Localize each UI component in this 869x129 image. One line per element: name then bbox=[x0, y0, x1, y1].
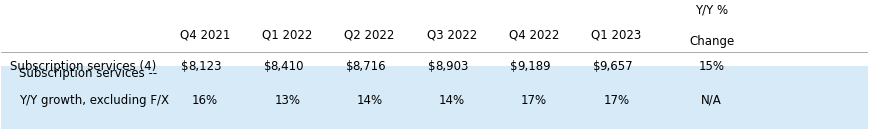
Text: Y/Y growth, excluding F/X: Y/Y growth, excluding F/X bbox=[19, 94, 169, 107]
Text: Q2 2022: Q2 2022 bbox=[344, 28, 395, 41]
Text: 8,716: 8,716 bbox=[353, 60, 387, 73]
Text: 13%: 13% bbox=[275, 94, 301, 107]
Text: Subscription services (4): Subscription services (4) bbox=[10, 60, 156, 73]
Text: 14%: 14% bbox=[356, 94, 382, 107]
Text: Q3 2022: Q3 2022 bbox=[427, 28, 477, 41]
Text: Subscription services --: Subscription services -- bbox=[19, 67, 157, 80]
Text: 8,903: 8,903 bbox=[435, 60, 468, 73]
Text: 16%: 16% bbox=[192, 94, 218, 107]
Text: $: $ bbox=[593, 60, 600, 73]
Text: Y/Y %: Y/Y % bbox=[695, 4, 728, 17]
Text: $: $ bbox=[510, 60, 518, 73]
Text: 8,410: 8,410 bbox=[270, 60, 304, 73]
Text: $: $ bbox=[428, 60, 435, 73]
Text: Q4 2021: Q4 2021 bbox=[180, 28, 230, 41]
Text: 15%: 15% bbox=[699, 60, 725, 73]
Text: Q1 2022: Q1 2022 bbox=[262, 28, 313, 41]
Text: $: $ bbox=[263, 60, 271, 73]
Text: 17%: 17% bbox=[521, 94, 547, 107]
Text: 17%: 17% bbox=[603, 94, 629, 107]
Text: Change: Change bbox=[689, 35, 734, 48]
Text: 14%: 14% bbox=[439, 94, 465, 107]
Text: $: $ bbox=[182, 60, 189, 73]
Text: 9,657: 9,657 bbox=[600, 60, 634, 73]
Text: 9,189: 9,189 bbox=[517, 60, 551, 73]
Text: $: $ bbox=[346, 60, 354, 73]
Text: Q1 2023: Q1 2023 bbox=[591, 28, 641, 41]
Text: 8,123: 8,123 bbox=[189, 60, 222, 73]
FancyBboxPatch shape bbox=[2, 66, 867, 129]
Text: Q4 2022: Q4 2022 bbox=[509, 28, 560, 41]
Text: N/A: N/A bbox=[701, 94, 722, 107]
